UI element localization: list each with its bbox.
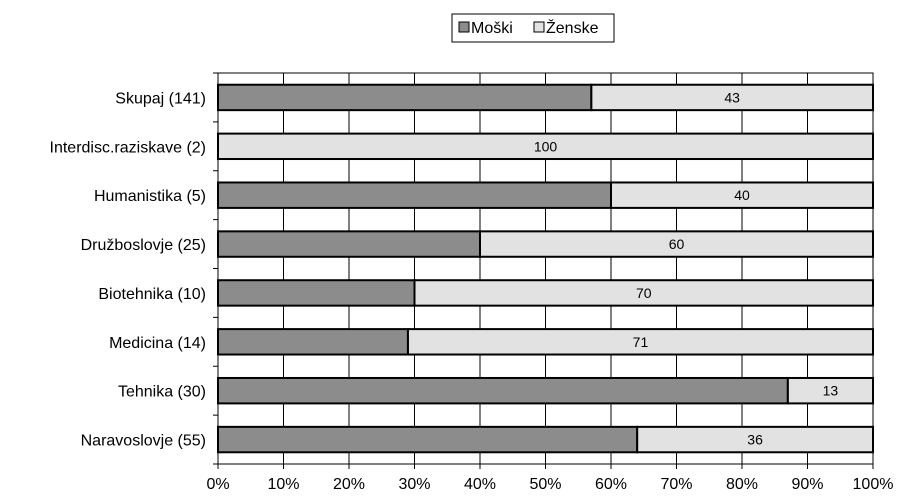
category-label: Biotehnika (10) — [98, 286, 206, 303]
x-tick-label: 20% — [333, 476, 365, 493]
bar-zenske — [636, 425, 875, 454]
data-label: 43 — [724, 89, 740, 105]
data-label: 71 — [633, 334, 649, 350]
x-tick-label: 100% — [853, 476, 894, 493]
x-tick-label: 30% — [398, 476, 430, 493]
x-tick-label: 10% — [267, 476, 299, 493]
category-label: Družboslovje (25) — [81, 237, 206, 254]
bar-zenske — [406, 328, 874, 356]
x-tick-label: 60% — [595, 476, 627, 493]
bar-moski — [217, 181, 612, 209]
axes: 0% 10% 20% 30% 40% 50% 60% 70% 80% 90% 100% Skupaj … — [50, 72, 894, 493]
category-label: Interdisc.raziskave (2) — [50, 139, 207, 156]
category-label: Humanistika (5) — [94, 188, 206, 205]
legend-box — [451, 13, 615, 43]
x-tick-label: 40% — [464, 476, 496, 493]
bars: 43 100 40 60 70 71 13 36 — [217, 83, 875, 454]
data-label: 100 — [534, 138, 558, 154]
legend-label-moski: Moški — [471, 20, 513, 37]
legend-label-zenske: Ženske — [546, 18, 599, 37]
bar-zenske — [610, 181, 874, 209]
x-tick-label: 50% — [529, 476, 561, 493]
bar-moski — [217, 83, 593, 112]
legend: Moški Ženske — [451, 13, 615, 43]
gridlines — [217, 72, 874, 465]
category-label: Skupaj (141) — [115, 90, 206, 107]
legend-swatch-moski — [458, 21, 470, 33]
bar-zenske — [590, 83, 874, 112]
bar-moski — [217, 230, 481, 258]
bar-zenske — [217, 132, 874, 161]
category-label: Tehnika (30) — [118, 384, 206, 401]
bar-zenske — [413, 279, 874, 307]
data-label: 13 — [823, 383, 839, 399]
bar-moski — [217, 328, 409, 356]
bar-zenske — [479, 230, 874, 258]
x-tick-label: 0% — [206, 476, 229, 493]
data-label: 70 — [636, 285, 652, 301]
legend-swatch-zenske — [533, 21, 545, 33]
bar-moski — [217, 425, 639, 454]
data-label: 40 — [734, 187, 750, 203]
x-tick-label: 80% — [726, 476, 758, 493]
category-label: Medicina (14) — [109, 335, 206, 352]
bar-moski — [217, 376, 789, 405]
data-label: 60 — [669, 236, 685, 252]
x-tick-label: 90% — [791, 476, 823, 493]
bar-moski — [217, 279, 416, 307]
data-label: 36 — [747, 432, 763, 448]
category-label: Naravoslovje (55) — [81, 433, 206, 450]
bar-zenske — [786, 376, 874, 405]
x-tick-label: 70% — [660, 476, 692, 493]
